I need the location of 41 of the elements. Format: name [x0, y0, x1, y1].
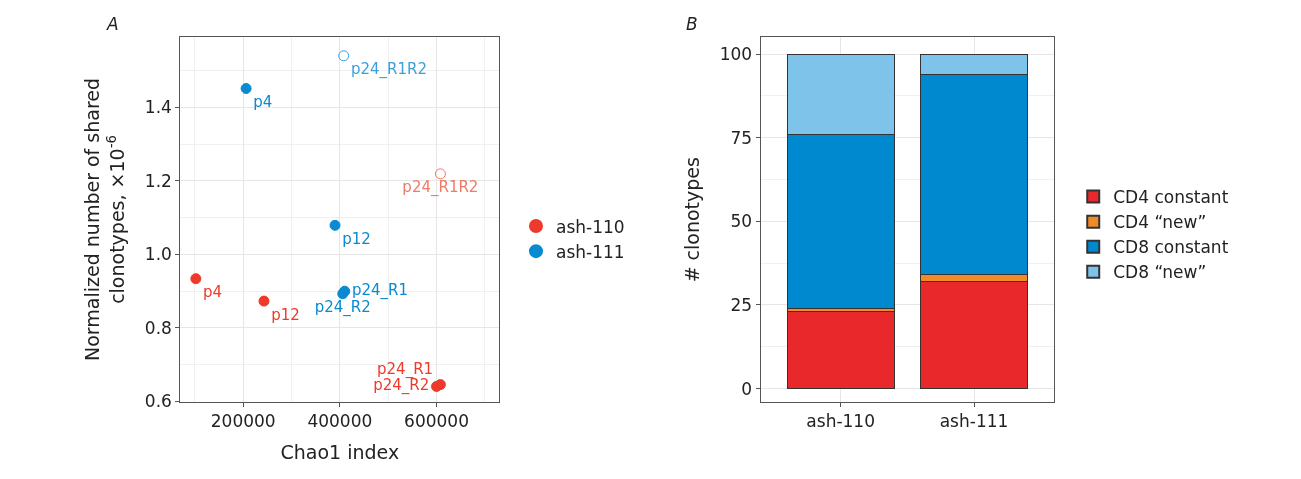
legend-label: CD4 “new” [1113, 212, 1207, 233]
bar [786, 311, 895, 390]
y-tick-label: 100 [719, 44, 753, 65]
legend-label: ash-111 [555, 241, 625, 262]
x-tick-label: 200000 [210, 411, 276, 432]
y-tick-label: 75 [730, 127, 753, 148]
point [190, 273, 202, 285]
x-tick-label: 400000 [307, 411, 373, 432]
y-axis-title: # clonotypes [680, 157, 703, 283]
point [329, 219, 341, 231]
data-label: p4 [253, 93, 273, 112]
point [338, 50, 350, 62]
point [258, 295, 270, 307]
x-axis-title: Chao1 index [280, 440, 400, 463]
point [434, 168, 446, 180]
y-tick-label: 0 [741, 378, 753, 399]
data-label: p24_R2 [314, 298, 371, 318]
y-tick-label: 1.0 [144, 244, 172, 265]
data-label: p24_R1R2 [350, 60, 428, 80]
data-label: p24_R1 [351, 280, 409, 300]
y-tick-label: 1.2 [144, 170, 172, 191]
y-tick-label: 1.4 [144, 97, 172, 118]
legend-label: CD8 “new” [1113, 262, 1207, 283]
data-label: p12 [271, 305, 300, 324]
legend-label: CD8 constant [1113, 237, 1229, 258]
y-tick-label: 50 [730, 211, 753, 232]
legend-label: ash-110 [555, 216, 625, 237]
point [240, 83, 252, 95]
chart-title: B [686, 14, 698, 34]
x-tick-label: ash-111 [939, 411, 1009, 432]
data-label: p12 [342, 229, 371, 248]
chart-title: A [106, 14, 119, 34]
data-label: p4 [203, 283, 223, 302]
data-label: p24_R1R2 [402, 178, 479, 198]
y-tick-label: 0.8 [144, 317, 172, 338]
y-tick-label: 0.6 [144, 391, 172, 412]
data-label: p24_R1 [377, 359, 434, 379]
y-tick-label: 25 [730, 294, 753, 315]
legend-label: CD4 constant [1113, 187, 1229, 208]
x-tick-label: 600000 [404, 411, 469, 432]
x-tick-label: ash-110 [806, 411, 875, 432]
